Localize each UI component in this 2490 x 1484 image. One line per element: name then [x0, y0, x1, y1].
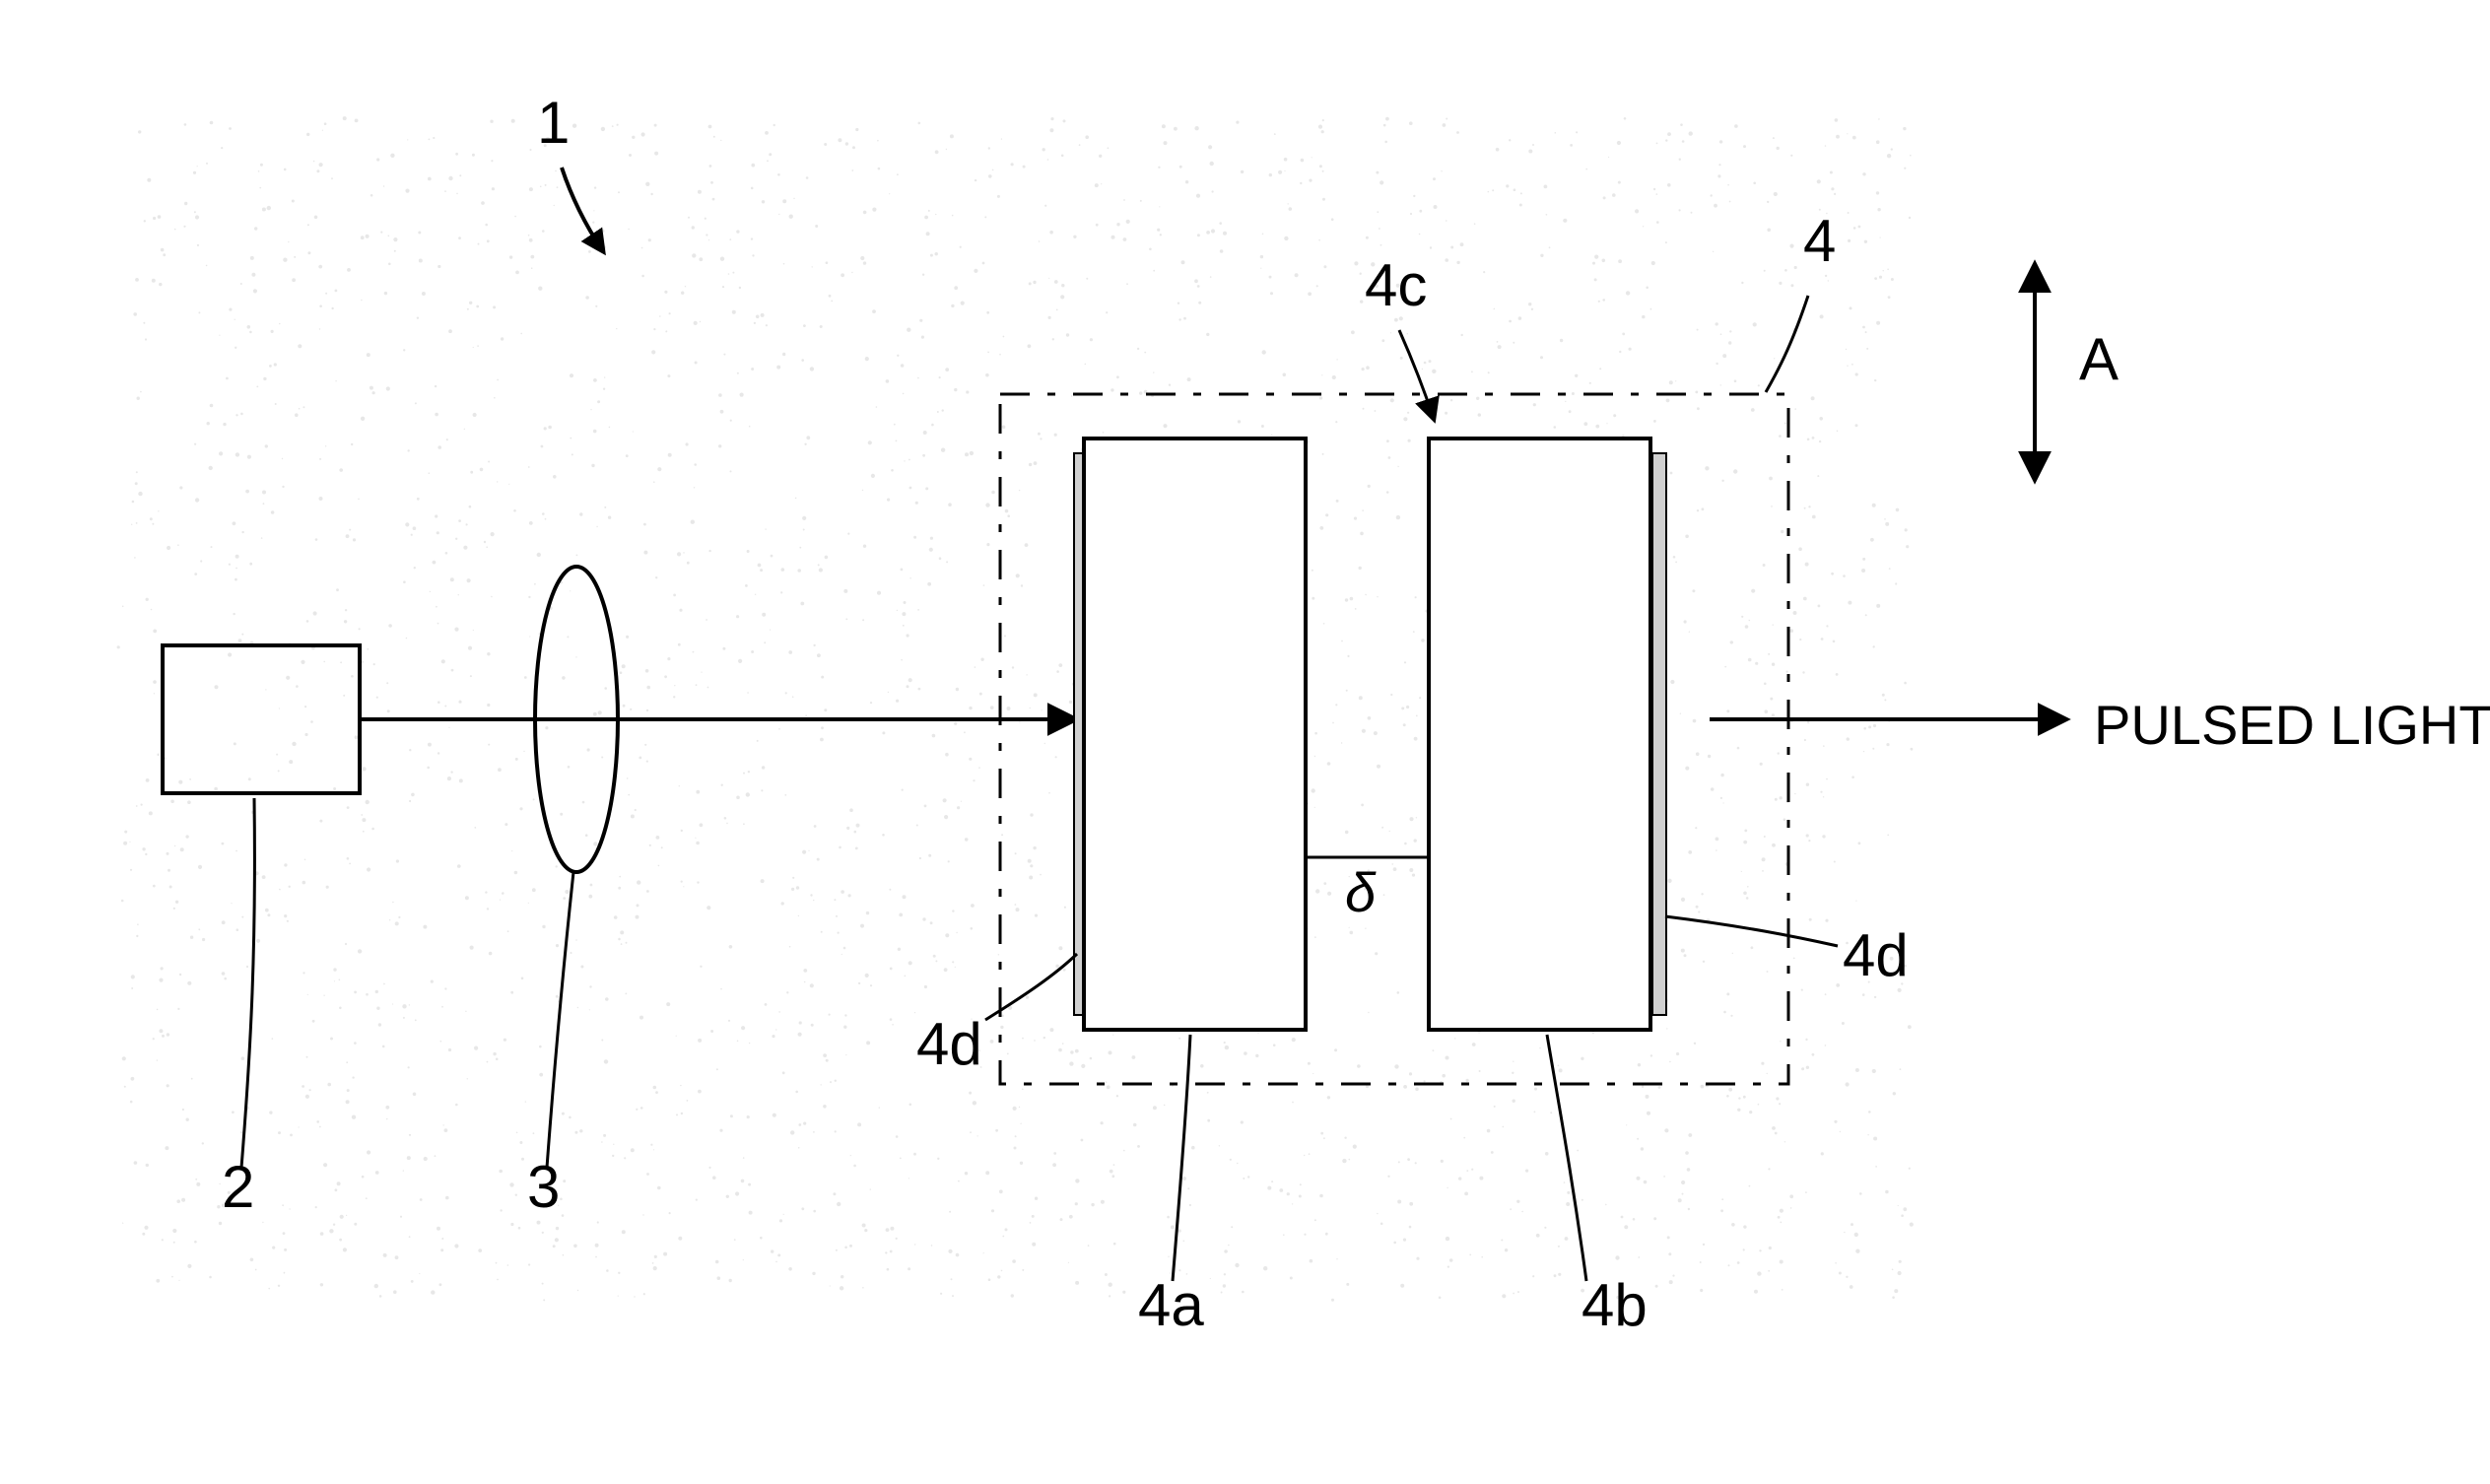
label-4d-right: 4d	[1843, 922, 1909, 988]
label-delta: δ	[1345, 861, 1377, 923]
label-A: A	[2079, 326, 2119, 392]
label-1: 1	[537, 90, 570, 156]
label-4: 4	[1803, 208, 1836, 274]
label-3: 3	[527, 1154, 560, 1220]
label-output: PULSED LIGHT	[2094, 694, 2490, 756]
etalon-4a	[1084, 438, 1306, 1030]
label-2: 2	[222, 1154, 254, 1220]
etalon-4b	[1429, 438, 1650, 1030]
label-4a: 4a	[1138, 1272, 1204, 1338]
label-4c: 4c	[1365, 252, 1427, 318]
coating-4d-right	[1652, 453, 1666, 1015]
label-4d-left: 4d	[916, 1011, 982, 1077]
label-4b: 4b	[1581, 1272, 1648, 1338]
